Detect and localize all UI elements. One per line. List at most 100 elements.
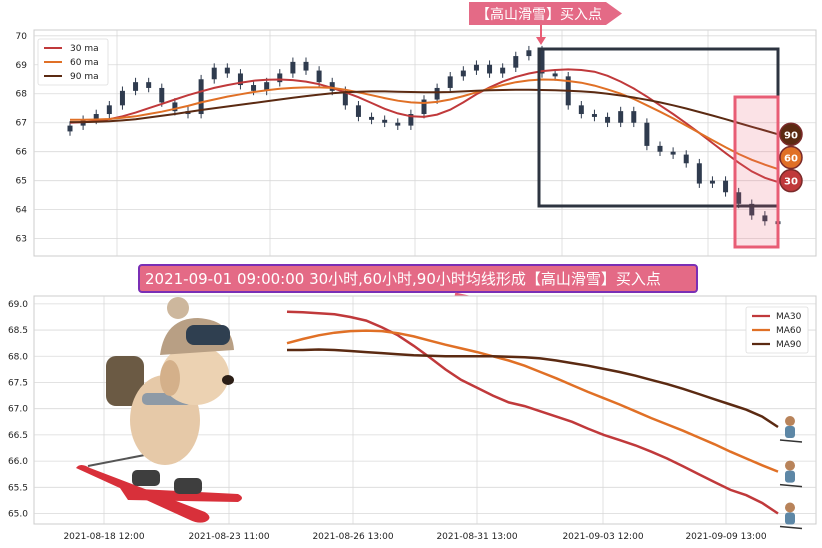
candle-body bbox=[119, 90, 125, 106]
candle-body bbox=[355, 105, 361, 117]
candle-body bbox=[369, 116, 375, 120]
candle-body bbox=[93, 114, 99, 120]
ma-badge-label: 90 bbox=[784, 130, 798, 141]
bottom-x-tick-label: 2021-09-09 13:00 bbox=[685, 532, 766, 542]
top-y-tick-label: 67 bbox=[16, 119, 27, 129]
bottom-line-MA60 bbox=[286, 329, 779, 473]
candle-body bbox=[224, 67, 230, 74]
top-y-tick-label: 69 bbox=[16, 61, 28, 71]
mini-skier-head-icon bbox=[785, 460, 795, 471]
candle-body bbox=[133, 82, 139, 91]
candle-body bbox=[749, 203, 755, 216]
candle-body bbox=[539, 50, 545, 74]
candle-body bbox=[762, 215, 768, 222]
arrow-right-banner-icon bbox=[469, 2, 622, 25]
bottom-x-tick-label: 2021-08-26 13:00 bbox=[312, 532, 393, 542]
ma-badge-circle bbox=[779, 168, 803, 193]
top-buy-point-banner: 【高山滑雪】买入点 bbox=[469, 2, 622, 45]
candle-body bbox=[329, 82, 335, 91]
candle-body bbox=[473, 64, 479, 71]
bottom-y-tick-label: 68.5 bbox=[8, 326, 28, 336]
buy-zone-highlight-box bbox=[733, 95, 780, 249]
ma-badge-circle bbox=[779, 122, 803, 147]
bottom-y-tick-label: 66.5 bbox=[8, 431, 28, 441]
candle-body bbox=[421, 99, 427, 115]
mini-skier-body-icon bbox=[785, 426, 795, 439]
bottom-line-MA30 bbox=[286, 310, 779, 515]
candle-body bbox=[605, 116, 611, 123]
candle-body bbox=[237, 73, 243, 86]
bottom-ma-lines bbox=[286, 310, 779, 515]
candle-body bbox=[146, 82, 152, 88]
candle-body bbox=[513, 56, 519, 68]
bottom-x-ticks: 2021-08-18 12:00 2021-08-23 11:00 2021-08-… bbox=[63, 532, 766, 542]
dog-ear-icon bbox=[160, 360, 180, 396]
candle-body bbox=[631, 111, 637, 123]
candle-body bbox=[618, 111, 624, 123]
top-line-60ma bbox=[70, 78, 779, 171]
bottom-x-tick-label: 2021-08-18 12:00 bbox=[63, 532, 144, 542]
bottom-y-tick-label: 65.0 bbox=[8, 510, 28, 520]
ski-pole-icon bbox=[87, 453, 151, 467]
ma-badge-circle bbox=[779, 145, 803, 170]
bottom-y-tick-label: 69.0 bbox=[8, 300, 28, 310]
candle-body bbox=[277, 73, 283, 83]
bottom-legend-box bbox=[745, 306, 809, 354]
top-line-90ma bbox=[70, 88, 779, 136]
mini-ski-icon bbox=[779, 525, 803, 530]
candle-body bbox=[198, 79, 204, 115]
candle-body bbox=[500, 67, 506, 74]
top-line-30ma bbox=[69, 68, 779, 184]
candle-body bbox=[447, 76, 453, 88]
mini-skier-body-icon bbox=[785, 512, 795, 525]
top-y-tick-label: 63 bbox=[16, 235, 27, 245]
legend-label-30ma: 30 ma bbox=[70, 44, 99, 54]
bottom-y-tick-label: 66.0 bbox=[8, 457, 28, 467]
candle-body bbox=[395, 122, 401, 126]
mini-skier-head-icon bbox=[785, 416, 795, 427]
legend-label-MA60: MA60 bbox=[776, 326, 802, 336]
mini-ski-icon bbox=[779, 483, 803, 488]
candle-body bbox=[211, 67, 217, 80]
ski-icon bbox=[120, 488, 242, 502]
bottom-y-tick-label: 67.5 bbox=[8, 378, 28, 388]
candle-body bbox=[159, 87, 165, 103]
mid-banner-background bbox=[138, 264, 698, 293]
bottom-line-MA90 bbox=[287, 348, 779, 429]
ma-badge-label: 30 bbox=[784, 177, 798, 188]
bottom-y-tick-label: 65.5 bbox=[8, 483, 28, 493]
arrow-down-head-icon bbox=[536, 37, 546, 45]
candle-body bbox=[526, 50, 532, 57]
top-legend-box bbox=[37, 38, 109, 86]
candle-body bbox=[106, 105, 112, 115]
candle-body bbox=[578, 105, 584, 115]
dog-head-icon bbox=[161, 345, 229, 405]
mini-ski-icon bbox=[779, 439, 803, 443]
bottom-x-tick-label: 2021-09-03 12:00 bbox=[562, 532, 643, 542]
pompom-icon bbox=[167, 297, 189, 319]
mini-skier-body-icon bbox=[785, 470, 795, 483]
backpack-icon bbox=[106, 356, 144, 406]
candle-body bbox=[696, 163, 702, 184]
candle-body bbox=[342, 90, 348, 106]
candle-body bbox=[709, 180, 715, 184]
candle-body bbox=[251, 85, 257, 91]
top-y-tick-label: 68 bbox=[16, 90, 28, 100]
candle-body bbox=[670, 151, 676, 155]
legend-label-60ma: 60 ma bbox=[70, 58, 99, 68]
bottom-y-ticks: 65.0 65.5 66.0 66.5 67.0 67.5 68.0 68.5 69.0 bbox=[8, 300, 28, 520]
top-y-ticks: 63 64 65 66 67 68 69 70 bbox=[16, 32, 28, 245]
bottom-panel: 65.0 65.5 66.0 66.5 67.0 67.5 68.0 68.5 69.0 202… bbox=[8, 295, 817, 542]
ma-value-badges: 90 60 30 bbox=[779, 122, 803, 193]
legend-label-MA90: MA90 bbox=[776, 340, 802, 350]
ma-badge-label: 60 bbox=[784, 153, 798, 164]
top-ma-lines bbox=[69, 68, 779, 184]
candle-body bbox=[683, 154, 689, 164]
boot-icon bbox=[174, 478, 202, 494]
legend-label-90ma: 90 ma bbox=[70, 72, 99, 82]
top-y-tick-label: 70 bbox=[16, 32, 28, 42]
legend-label-MA30: MA30 bbox=[776, 312, 802, 322]
top-y-tick-label: 64 bbox=[16, 206, 28, 216]
candle-body bbox=[552, 73, 558, 77]
